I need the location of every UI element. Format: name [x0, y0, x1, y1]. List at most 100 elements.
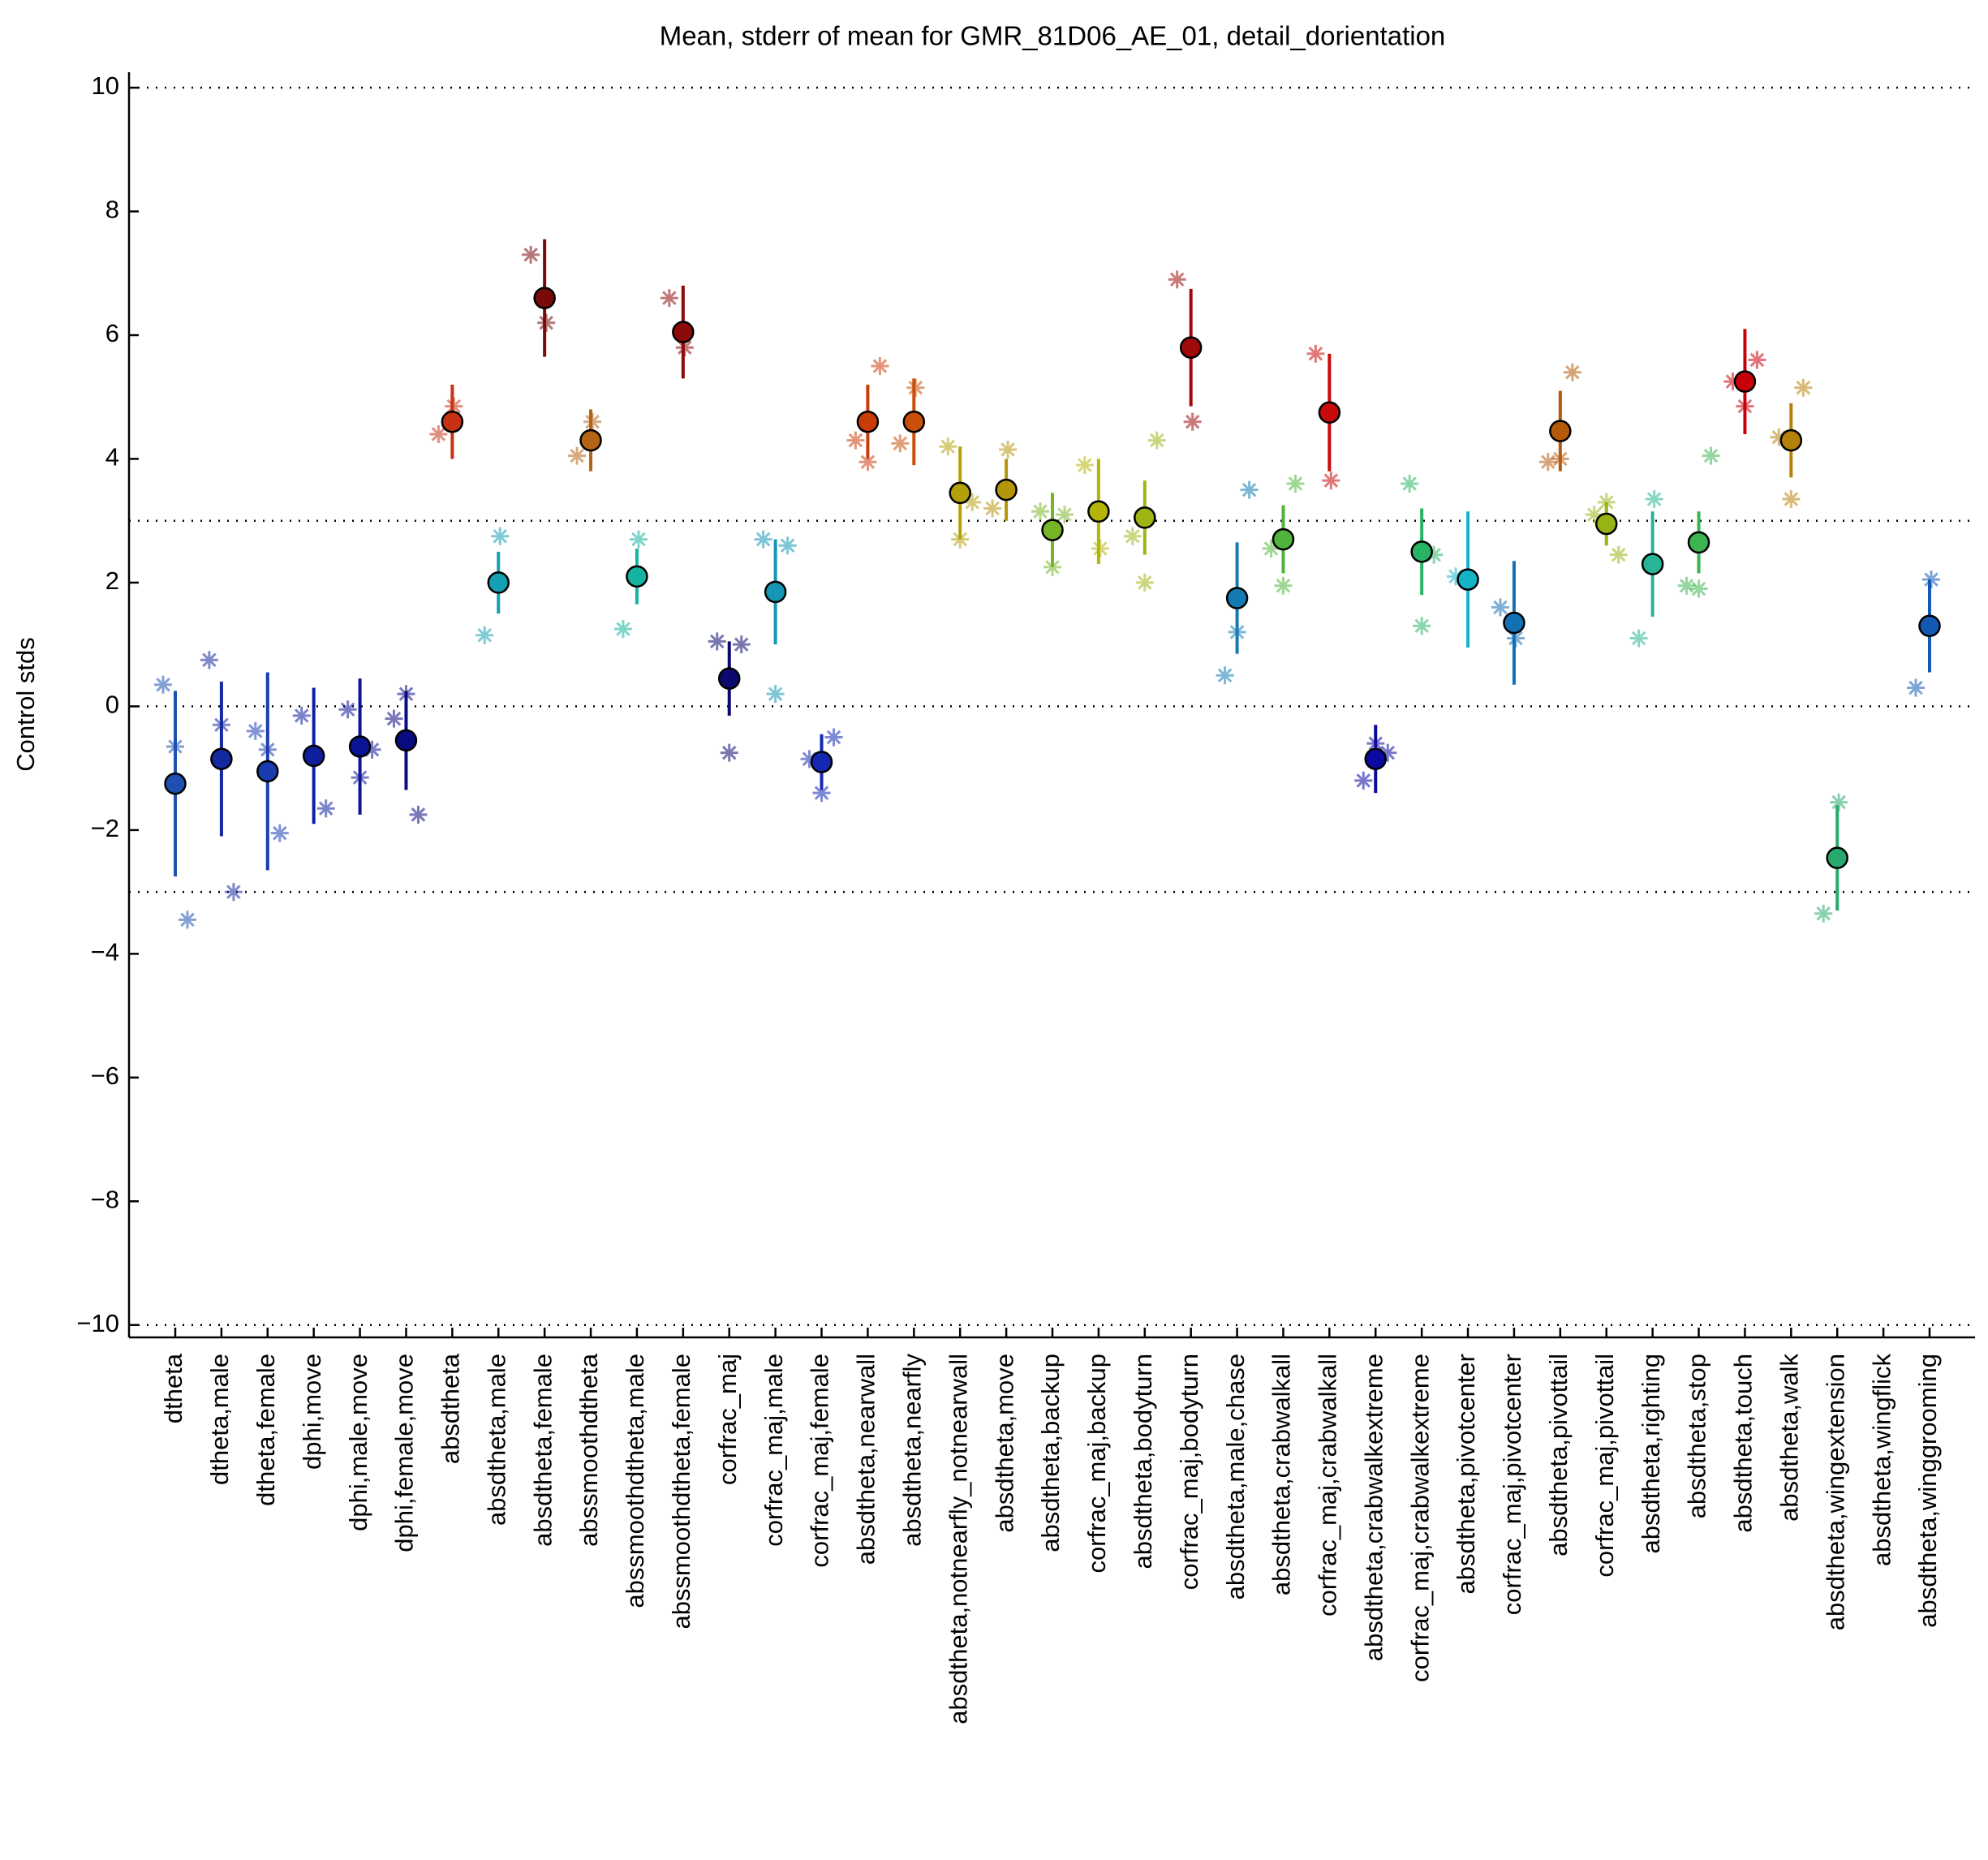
experiment-point [270, 824, 289, 842]
experiment-point [1043, 558, 1061, 576]
x-tick-label: abssmoothdtheta,male [621, 1354, 649, 1608]
mean-marker [810, 751, 833, 773]
experiment-point [778, 536, 797, 555]
experiment-point [537, 313, 556, 332]
x-tick-label: absdtheta,male,chase [1221, 1354, 1250, 1600]
experiment-point [732, 635, 751, 654]
x-tick-label: corfrac_maj,female [806, 1354, 834, 1568]
y-tick-label: −4 [91, 938, 119, 967]
experiment-point [858, 453, 877, 471]
experiment-point [1262, 540, 1280, 558]
x-tick-label: corfrac_maj,crabwalkextreme [1405, 1354, 1434, 1682]
mean-marker [1641, 553, 1664, 575]
x-tick-label: abssmoothdtheta [574, 1353, 603, 1547]
mean-marker [902, 410, 926, 433]
y-tick-label: −2 [91, 814, 119, 842]
x-tick-label: corfrac_maj,crabwalkall [1314, 1354, 1342, 1617]
experiment-point [1770, 428, 1788, 446]
experiment-point [363, 740, 381, 759]
mean-marker [626, 565, 648, 588]
experiment-point [871, 357, 889, 376]
experiment-point [754, 530, 772, 549]
x-tick-label: absdtheta,winggrooming [1913, 1354, 1942, 1628]
experiment-point [224, 883, 243, 902]
experiment-point [409, 805, 428, 824]
experiment-point [999, 441, 1018, 459]
experiment-point [1609, 545, 1628, 564]
mean-marker [302, 744, 325, 768]
experiment-point [824, 728, 843, 747]
experiment-point [1814, 904, 1833, 923]
mean-marker [949, 481, 971, 505]
x-tick-label: dphi,female,move [390, 1354, 419, 1552]
mean-marker [764, 580, 787, 604]
experiment-point [1538, 453, 1557, 471]
x-tick-label: absdtheta,walk [1775, 1354, 1804, 1522]
experiment-point [846, 431, 865, 450]
x-tick-label: corfrac_maj,pivottail [1590, 1354, 1619, 1578]
experiment-point [939, 437, 957, 456]
experiment-point [316, 799, 335, 818]
experiment-point [1123, 527, 1142, 545]
y-tick-label: 4 [105, 443, 119, 471]
experiment-point [708, 632, 726, 651]
experiment-point [1702, 446, 1720, 465]
experiment-point [1794, 378, 1813, 397]
experiment-point [1168, 270, 1186, 289]
x-tick-label: absdtheta,female [528, 1354, 557, 1547]
mean-marker [856, 410, 880, 433]
mean-marker [995, 478, 1018, 502]
mean-marker [672, 321, 695, 343]
y-axis-label: Control stds [11, 637, 40, 771]
mean-marker [1041, 519, 1064, 541]
experiment-point [200, 651, 218, 670]
experiment-point [1286, 474, 1305, 493]
x-tick-label: dtheta [159, 1353, 187, 1423]
mean-marker [1733, 370, 1757, 393]
experiment-point [1322, 471, 1340, 490]
mean-marker [1687, 531, 1710, 554]
experiment-point [720, 743, 738, 762]
mean-marker [1364, 747, 1388, 770]
experiment-point [660, 289, 678, 308]
experiment-point [1413, 617, 1431, 635]
mean-marker [394, 729, 418, 752]
x-tick-label: abssmoothdtheta,female [667, 1354, 695, 1630]
experiment-point [583, 412, 602, 431]
mean-marker [533, 286, 556, 310]
mean-marker [1272, 527, 1295, 551]
x-tick-label: absdtheta,crabwalkextreme [1359, 1354, 1388, 1661]
experiment-point [1782, 490, 1801, 509]
mean-marker [487, 571, 510, 594]
experiment-point [1401, 474, 1419, 493]
experiment-point [1645, 490, 1663, 509]
x-tick-label: absdtheta,notnearfly_notnearwall [944, 1354, 972, 1724]
experiment-point [1689, 579, 1708, 598]
mean-marker [441, 410, 464, 433]
experiment-point [1830, 793, 1848, 812]
x-tick-label: corfrac_maj,pivotcenter [1498, 1354, 1526, 1615]
x-tick-label: absdtheta,righting [1637, 1354, 1665, 1553]
experiment-point [1306, 344, 1325, 363]
experiment-point [1629, 629, 1648, 648]
x-tick-label: absdtheta,backup [1036, 1354, 1065, 1552]
experiment-point [338, 700, 357, 719]
experiment-point [963, 493, 982, 511]
mean-marker [579, 428, 602, 452]
mean-marker [1457, 568, 1479, 591]
x-tick-label: dphi,male,move [344, 1354, 372, 1531]
experiment-point [568, 446, 587, 465]
x-tick-label: absdtheta,bodyturn [1129, 1354, 1157, 1569]
mean-marker [1549, 420, 1572, 442]
experiment-point [1585, 506, 1603, 524]
experiment-point [1907, 678, 1925, 697]
experiment-point [1075, 456, 1094, 475]
mean-marker [1318, 401, 1341, 424]
mean-marker [1594, 512, 1618, 536]
experiment-point [1597, 493, 1616, 511]
experiment-point [1216, 666, 1234, 685]
mean-marker [256, 760, 279, 783]
x-tick-label: absdtheta,crabwalkall [1267, 1354, 1296, 1595]
x-tick-label: corfrac_maj [713, 1354, 742, 1485]
experiment-point [1274, 576, 1293, 595]
